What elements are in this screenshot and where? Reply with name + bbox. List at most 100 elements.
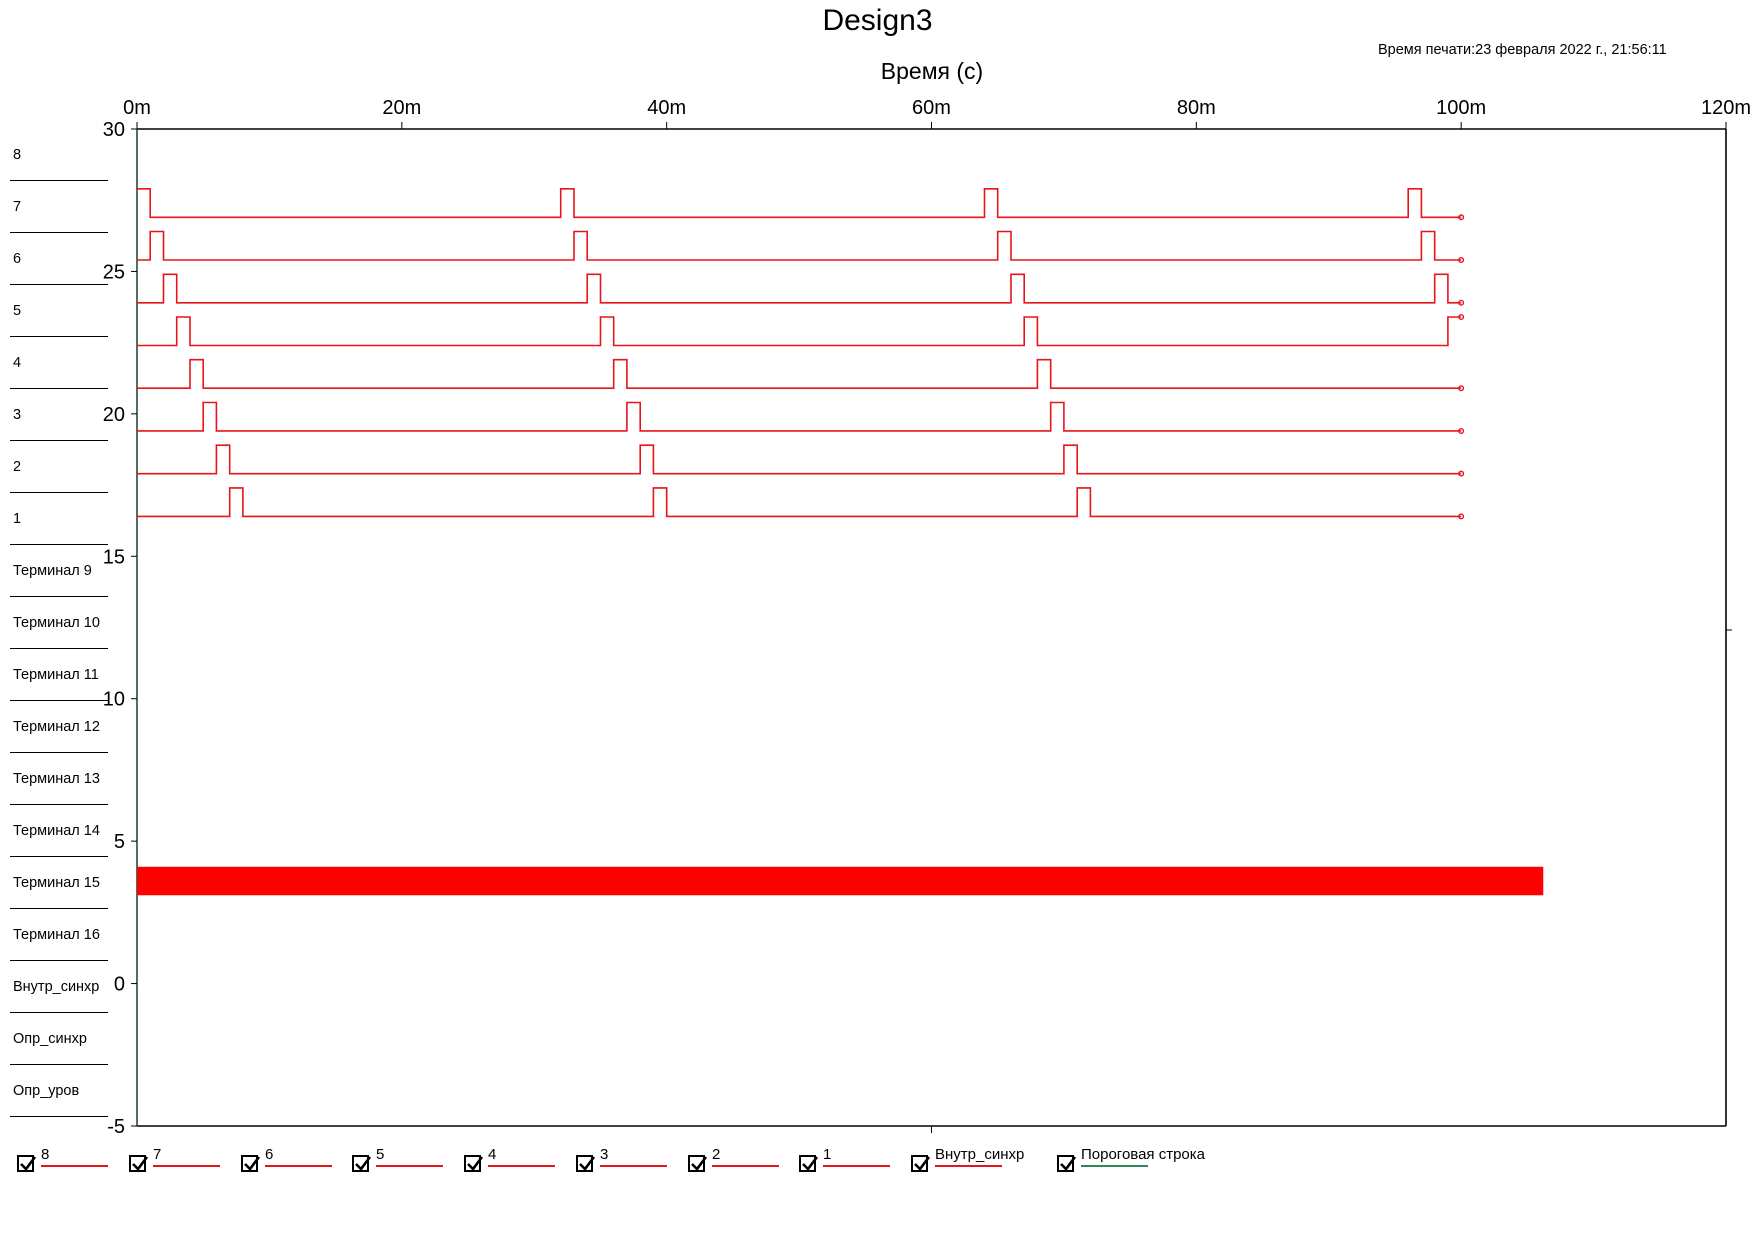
y-tick-label: 25 (103, 261, 125, 283)
checkmark-icon (355, 1156, 372, 1171)
checkbox[interactable] (17, 1155, 37, 1172)
legend-swatch (265, 1165, 332, 1167)
checkmark-icon (1060, 1156, 1077, 1171)
row-divider (10, 1064, 108, 1065)
series-line-6 (137, 273, 1462, 304)
series-layer (137, 188, 1465, 520)
row-label: Терминал 14 (13, 823, 100, 839)
row-divider (10, 596, 108, 597)
legend-swatch (823, 1165, 890, 1167)
x-tick-label: 80m (1177, 97, 1216, 119)
row-divider (10, 960, 108, 961)
checkbox[interactable] (1057, 1155, 1077, 1172)
checkbox[interactable] (688, 1155, 708, 1172)
series-line-1 (137, 487, 1462, 518)
series-line-4 (137, 358, 1462, 389)
row-label: 8 (13, 147, 22, 163)
legend-label: 2 (712, 1146, 721, 1163)
axis-ticks: 0m 20m 40m 60m 80m 100m 120m 30 25 20 15 10 5 0 -5 (103, 97, 1751, 1138)
row-label: Терминал 9 (13, 563, 92, 579)
series-end-marker-3 (1458, 427, 1465, 434)
row-label: 6 (13, 251, 22, 267)
legend-label: 8 (41, 1146, 50, 1163)
band-layer (137, 866, 1544, 896)
y-tick-label: 10 (103, 689, 125, 711)
y-tick-label: 0 (114, 974, 125, 996)
checkmark-icon (914, 1156, 931, 1171)
legend-label: 4 (488, 1146, 497, 1163)
band-mark (137, 866, 1544, 896)
legend-swatch (41, 1165, 108, 1167)
checkmark-icon (579, 1156, 596, 1171)
legend-swatch (153, 1165, 220, 1167)
series-line-2 (137, 444, 1462, 475)
checkbox[interactable] (129, 1155, 149, 1172)
chart-axes (136, 128, 1732, 1133)
checkmark-icon (467, 1156, 484, 1171)
checkbox[interactable] (241, 1155, 261, 1172)
x-tick-label: 20m (382, 97, 421, 119)
row-label: Терминал 16 (13, 927, 100, 943)
row-label: 2 (13, 459, 22, 475)
series-end-marker-7 (1458, 257, 1465, 264)
row-divider (10, 440, 108, 441)
legend-label: 7 (153, 1146, 162, 1163)
row-label: Опр_синхр (13, 1031, 87, 1047)
checkmark-icon (691, 1156, 708, 1171)
row-label: 1 (13, 511, 22, 527)
checkmark-icon (132, 1156, 149, 1171)
row-label: Опр_уров (13, 1083, 80, 1099)
legend-swatch (600, 1165, 667, 1167)
row-divider (10, 232, 108, 233)
x-tick-label: 100m (1436, 97, 1486, 119)
checkbox[interactable] (464, 1155, 484, 1172)
checkmark-icon (802, 1156, 819, 1171)
row-label: Терминал 11 (13, 667, 99, 683)
row-label: Терминал 10 (13, 615, 100, 631)
row-divider (10, 336, 108, 337)
row-label: 5 (13, 303, 22, 319)
series-end-marker-5 (1458, 314, 1465, 321)
row-divider (10, 492, 108, 493)
x-tick-label: 60m (912, 97, 951, 119)
legend-swatch (935, 1165, 1002, 1167)
row-divider (10, 180, 108, 181)
checkbox[interactable] (352, 1155, 372, 1172)
series-end-marker-2 (1458, 470, 1465, 477)
series-end-marker-4 (1458, 385, 1465, 392)
row-label: Внутр_синхр (13, 979, 100, 995)
row-label: 7 (13, 199, 22, 215)
legend-label: Пороговая строка (1081, 1146, 1206, 1163)
row-label: Терминал 13 (13, 771, 100, 787)
row-divider (10, 544, 108, 545)
row-label: Терминал 12 (13, 719, 100, 735)
y-tick-label: 30 (103, 119, 125, 141)
series-line-7 (137, 230, 1462, 261)
x-tick-label: 40m (647, 97, 686, 119)
legend-swatch (712, 1165, 779, 1167)
series-end-marker-8 (1458, 214, 1465, 221)
legend-label: 1 (823, 1146, 832, 1163)
checkmark-icon (20, 1156, 37, 1171)
checkbox[interactable] (576, 1155, 596, 1172)
legend-label: 3 (600, 1146, 609, 1163)
row-divider (10, 856, 108, 857)
row-label: Терминал 15 (13, 875, 100, 891)
row-divider (10, 1116, 108, 1117)
series-line-8 (137, 188, 1462, 219)
y-tick-label: -5 (107, 1116, 125, 1138)
legend-swatch (376, 1165, 443, 1167)
checkbox[interactable] (911, 1155, 931, 1172)
legend-swatch (1081, 1165, 1148, 1167)
row-label: 3 (13, 407, 22, 423)
legend-label: 6 (265, 1146, 274, 1163)
row-divider (10, 388, 108, 389)
checkmark-icon (244, 1156, 261, 1171)
x-tick-label: 0m (123, 97, 151, 119)
row-divider (10, 752, 108, 753)
x-tick-label: 120m (1701, 97, 1751, 119)
series-line-5 (137, 316, 1462, 347)
row-divider (10, 804, 108, 805)
checkbox[interactable] (799, 1155, 819, 1172)
series-line-3 (137, 401, 1462, 432)
